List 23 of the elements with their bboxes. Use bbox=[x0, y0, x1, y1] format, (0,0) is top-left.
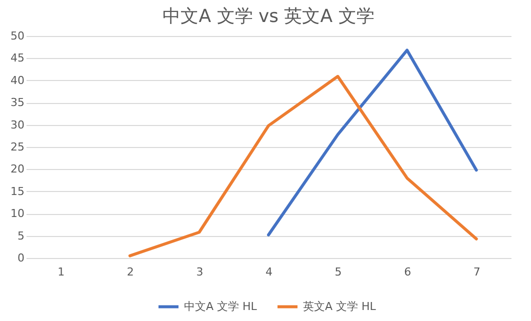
y-tick-label: 50 bbox=[10, 30, 24, 42]
y-tick-label: 25 bbox=[10, 140, 24, 154]
x-tick-label: 3 bbox=[196, 266, 204, 278]
x-tick-label: 2 bbox=[126, 266, 134, 278]
line-series bbox=[267, 48, 478, 236]
line-series bbox=[128, 74, 478, 258]
chart-title: 中文A 文学 vs 英文A 文学 bbox=[162, 6, 374, 27]
y-tick-label: 5 bbox=[18, 229, 24, 242]
y-tick-label: 35 bbox=[10, 96, 24, 110]
x-tick-label: 5 bbox=[334, 266, 342, 278]
y-tick-label: 45 bbox=[10, 52, 24, 65]
y-tick-label: 15 bbox=[10, 184, 24, 198]
x-tick-label: 4 bbox=[266, 266, 272, 278]
y-tick-label: 0 bbox=[18, 252, 24, 264]
y-tick-label: 20 bbox=[10, 162, 24, 176]
y-tick-label: 40 bbox=[10, 74, 24, 87]
x-tick-label: 6 bbox=[404, 266, 412, 278]
x-tick-label: 1 bbox=[58, 266, 65, 278]
legend-label: 英文A 文学 HL bbox=[303, 300, 377, 313]
x-tick-label: 7 bbox=[473, 266, 480, 278]
y-tick-label: 10 bbox=[10, 207, 24, 220]
legend-label: 中文A 文学 HL bbox=[184, 300, 258, 313]
y-tick-label: 30 bbox=[10, 118, 24, 132]
